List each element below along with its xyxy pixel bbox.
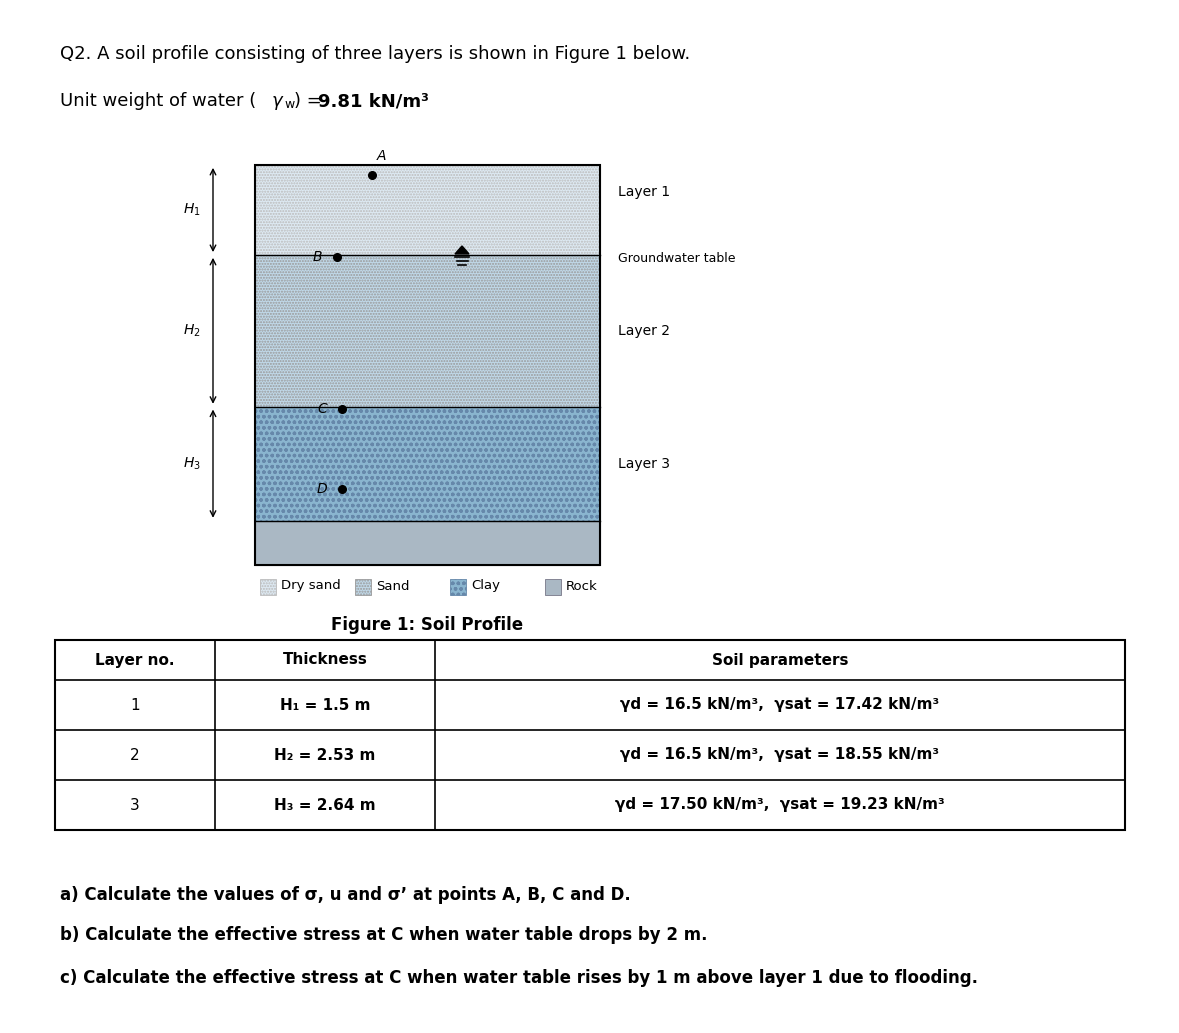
- Text: $H_3$: $H_3$: [183, 456, 200, 472]
- Text: Soil parameters: Soil parameters: [712, 653, 848, 667]
- Text: Dry sand: Dry sand: [281, 580, 341, 593]
- Text: Sand: Sand: [376, 580, 409, 593]
- Text: Layer no.: Layer no.: [95, 653, 174, 667]
- Bar: [355, 580, 371, 595]
- Text: H₃ = 2.64 m: H₃ = 2.64 m: [275, 797, 376, 813]
- Bar: [255, 521, 600, 565]
- Text: $H_2$: $H_2$: [184, 322, 200, 339]
- Bar: [55, 640, 1125, 829]
- Text: 3: 3: [130, 797, 140, 813]
- Text: Figure 1: Soil Profile: Figure 1: Soil Profile: [331, 616, 523, 634]
- Text: γd = 16.5 kN/m³,  γsat = 17.42 kN/m³: γd = 16.5 kN/m³, γsat = 17.42 kN/m³: [620, 697, 940, 713]
- Text: c) Calculate the effective stress at C when water table rises by 1 m above layer: c) Calculate the effective stress at C w…: [60, 969, 979, 987]
- Text: 9.81 kN/m³: 9.81 kN/m³: [318, 92, 429, 109]
- Text: C: C: [318, 402, 328, 415]
- Text: w: w: [284, 98, 295, 111]
- Text: b) Calculate the effective stress at C when water table drops by 2 m.: b) Calculate the effective stress at C w…: [60, 926, 707, 944]
- Text: Thickness: Thickness: [283, 653, 368, 667]
- Text: Rock: Rock: [566, 580, 598, 593]
- Text: Clay: Clay: [470, 580, 500, 593]
- Text: Layer 3: Layer 3: [618, 457, 670, 471]
- Text: γd = 17.50 kN/m³,  γsat = 19.23 kN/m³: γd = 17.50 kN/m³, γsat = 19.23 kN/m³: [615, 797, 944, 813]
- Text: H₁ = 1.5 m: H₁ = 1.5 m: [279, 697, 370, 713]
- Text: 2: 2: [130, 748, 140, 762]
- Text: Unit weight of water (: Unit weight of water (: [60, 92, 256, 109]
- Bar: [450, 580, 466, 595]
- Bar: [255, 165, 600, 255]
- Bar: [255, 255, 600, 407]
- Text: Layer 1: Layer 1: [618, 185, 670, 199]
- Bar: [545, 580, 561, 595]
- Text: Layer 2: Layer 2: [618, 323, 670, 338]
- Text: ) =: ) =: [294, 92, 325, 109]
- Text: B: B: [314, 250, 323, 264]
- Text: γ: γ: [272, 92, 283, 109]
- Text: H₂ = 2.53 m: H₂ = 2.53 m: [275, 748, 376, 762]
- Bar: [255, 165, 600, 565]
- Text: Q2. A soil profile consisting of three layers is shown in Figure 1 below.: Q2. A soil profile consisting of three l…: [60, 45, 690, 63]
- Bar: [255, 407, 600, 521]
- Text: γd = 16.5 kN/m³,  γsat = 18.55 kN/m³: γd = 16.5 kN/m³, γsat = 18.55 kN/m³: [620, 748, 940, 762]
- Text: a) Calculate the values of σ, u and σ’ at points A, B, C and D.: a) Calculate the values of σ, u and σ’ a…: [60, 886, 631, 904]
- Text: Groundwater table: Groundwater table: [618, 252, 736, 264]
- Polygon shape: [455, 246, 469, 254]
- Text: 1: 1: [130, 697, 140, 713]
- Text: A: A: [376, 149, 386, 163]
- Text: D: D: [317, 481, 328, 496]
- Text: $H_1$: $H_1$: [183, 201, 200, 218]
- Bar: [261, 580, 276, 595]
